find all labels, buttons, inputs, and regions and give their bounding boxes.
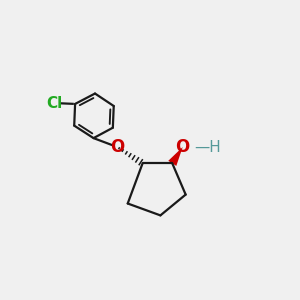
- Text: —H: —H: [194, 140, 221, 154]
- Text: O: O: [176, 138, 190, 156]
- Polygon shape: [168, 147, 183, 166]
- Text: Cl: Cl: [46, 95, 62, 110]
- Text: O: O: [110, 138, 124, 156]
